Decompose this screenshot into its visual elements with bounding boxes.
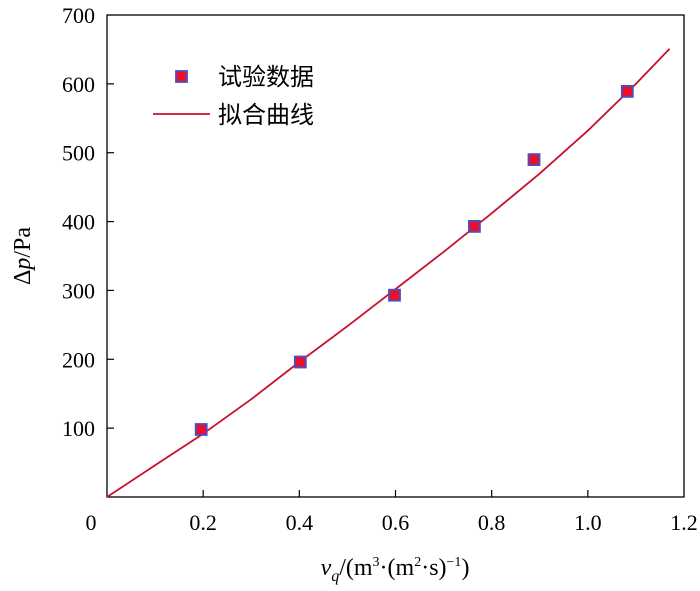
legend-label-data: 试验数据 (218, 63, 314, 91)
data-point-marker (620, 85, 634, 98)
data-markers (194, 85, 634, 436)
data-point-marker (388, 288, 401, 302)
legend-label-fit: 拟合曲线 (218, 101, 314, 129)
fit-curve-layer (106, 48, 671, 498)
legend: 试验数据 拟合曲线 (153, 63, 314, 129)
plot-frame (106, 14, 685, 498)
y-tick-label: 600 (62, 72, 95, 97)
y-tick-label: 100 (62, 416, 95, 441)
x-tick-label: 0.2 (189, 510, 217, 535)
data-point-marker (467, 219, 481, 233)
x-tick-label: 0 (86, 510, 97, 535)
x-tick-label: 1.2 (670, 510, 698, 535)
y-tick-label: 400 (62, 210, 95, 235)
y-tick-label: 300 (62, 278, 95, 303)
x-tick-label: 0.4 (286, 510, 314, 535)
y-axis-ticks: 100 200 300 400 500 600 700 (62, 3, 114, 441)
data-point-marker (527, 153, 541, 167)
y-tick-label: 200 (62, 347, 95, 372)
data-point-marker (293, 355, 307, 369)
fit-curve-line (106, 48, 671, 498)
legend-marker-square (175, 70, 188, 83)
x-axis-ticks: 0 0.2 0.4 0.6 0.8 1.0 1.2 (86, 490, 698, 535)
y-tick-label: 700 (62, 3, 95, 28)
x-tick-label: 0.8 (478, 510, 506, 535)
x-tick-label: 0.6 (382, 510, 410, 535)
x-axis-title: vq/(m3·(m2·s)−1) (321, 555, 470, 585)
data-point-marker (194, 423, 208, 436)
y-axis-title: Δp/Pa (10, 227, 36, 285)
x-tick-label: 1.0 (574, 510, 602, 535)
y-tick-label: 500 (62, 141, 95, 166)
